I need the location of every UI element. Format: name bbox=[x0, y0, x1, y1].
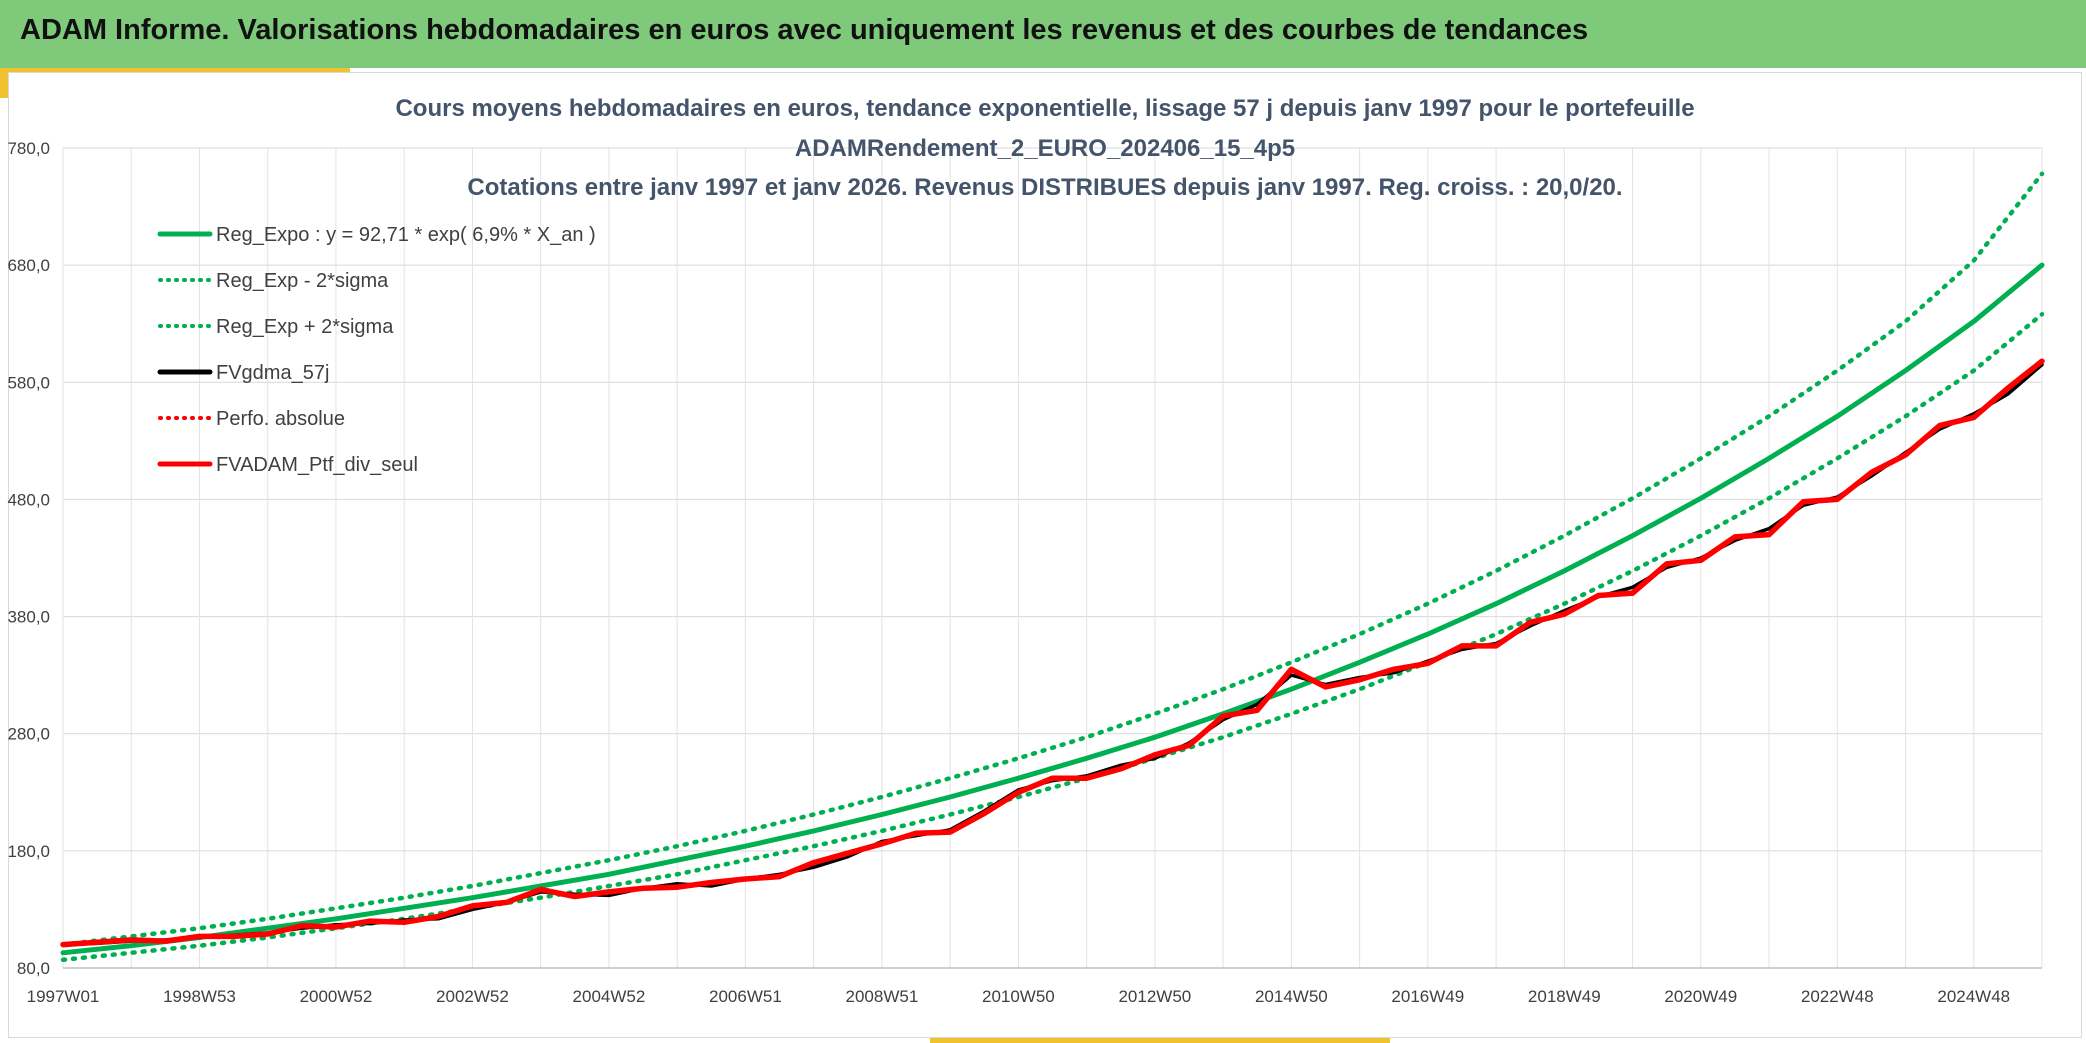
y-tick-label: 780,0 bbox=[7, 139, 50, 158]
series-line-reg-expo bbox=[60, 262, 2045, 956]
accent-stripe-left bbox=[0, 68, 8, 98]
series-line-reg-exp-2-sigma bbox=[60, 312, 2045, 963]
y-tick-label: 480,0 bbox=[7, 490, 50, 509]
legend-label: FVADAM_Ptf_div_seul bbox=[216, 454, 418, 476]
y-tick-label: 580,0 bbox=[7, 373, 50, 392]
header-bar: ADAM Informe. Valorisations hebdomadaire… bbox=[0, 0, 2086, 68]
legend-label: Reg_Exp + 2*sigma bbox=[216, 316, 394, 338]
legend-label: Reg_Expo : y = 92,71 * exp( 6,9% * X_an … bbox=[216, 224, 596, 246]
x-tick-label: 2018W49 bbox=[1528, 987, 1601, 1006]
series bbox=[60, 171, 2045, 963]
legend: Reg_Expo : y = 92,71 * exp( 6,9% * X_an … bbox=[157, 224, 596, 476]
x-tick-label: 2012W50 bbox=[1118, 987, 1191, 1006]
chart-title: Cours moyens hebdomadaires en euros, ten… bbox=[395, 95, 1694, 201]
x-tick-label: 2006W51 bbox=[709, 987, 782, 1006]
x-tick-label: 2002W52 bbox=[436, 987, 509, 1006]
y-tick-label: 180,0 bbox=[7, 842, 50, 861]
x-tick-label: 1997W01 bbox=[27, 987, 100, 1006]
accent-stripe-bottom bbox=[930, 1038, 1390, 1043]
series-line-fvadam-ptf-div-seul bbox=[60, 358, 2045, 948]
y-tick-label: 80,0 bbox=[17, 959, 50, 978]
accent-stripe-top bbox=[0, 68, 350, 72]
x-axis-ticks: 1997W01 1998W53 2000W52 2002W52 2004W52 2006W… bbox=[27, 987, 2011, 1006]
series-line-reg-exp-2-sigma bbox=[60, 171, 2045, 947]
page-title: ADAM Informe. Valorisations hebdomadaire… bbox=[20, 14, 1589, 46]
y-tick-label: 680,0 bbox=[7, 256, 50, 275]
legend-label: Reg_Exp - 2*sigma bbox=[216, 270, 389, 292]
legend-label: Perfo. absolue bbox=[216, 408, 345, 430]
x-tick-label: 2010W50 bbox=[982, 987, 1055, 1006]
x-tick-label: 2014W50 bbox=[1255, 987, 1328, 1006]
y-axis-ticks: 80,0 180,0 280,0 380,0 480,0 580,0 680,0 780,0 bbox=[7, 139, 50, 978]
grid bbox=[62, 147, 2043, 969]
y-tick-label: 280,0 bbox=[7, 725, 50, 744]
y-tick-label: 380,0 bbox=[7, 608, 50, 627]
chart-title-line-2: ADAMRendement_2_EURO_202406_15_4p5 bbox=[795, 135, 1295, 162]
chart-title-line-1: Cours moyens hebdomadaires en euros, ten… bbox=[395, 95, 1694, 122]
chart-title-line-3: Cotations entre janv 1997 et janv 2026. … bbox=[467, 174, 1622, 201]
chart-frame bbox=[8, 72, 2082, 1038]
x-tick-label: 2020W49 bbox=[1664, 987, 1737, 1006]
x-tick-label: 2004W52 bbox=[573, 987, 646, 1006]
series-line-fvgdma-57j bbox=[61, 362, 2044, 947]
x-tick-label: 2000W52 bbox=[300, 987, 373, 1006]
legend-label: FVgdma_57j bbox=[216, 362, 329, 384]
x-tick-label: 2016W49 bbox=[1391, 987, 1464, 1006]
x-tick-label: 2022W48 bbox=[1801, 987, 1874, 1006]
x-tick-label: 2024W48 bbox=[1937, 987, 2010, 1006]
x-tick-label: 1998W53 bbox=[163, 987, 236, 1006]
x-tick-label: 2008W51 bbox=[846, 987, 919, 1006]
